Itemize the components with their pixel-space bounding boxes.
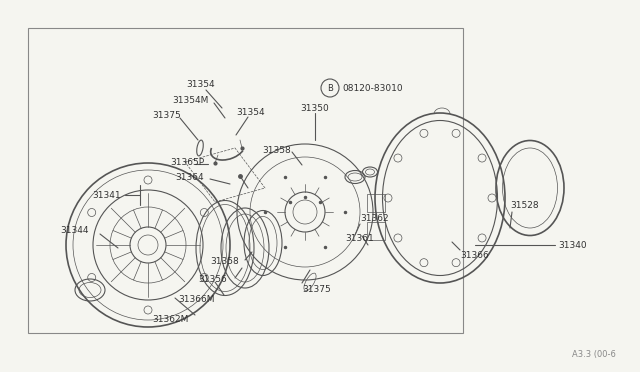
Text: B: B (327, 83, 333, 93)
Text: 31344: 31344 (60, 225, 88, 234)
Text: 08120-83010: 08120-83010 (342, 83, 403, 93)
Text: 31356: 31356 (198, 276, 227, 285)
Text: 31362: 31362 (360, 214, 388, 222)
Text: 31361: 31361 (345, 234, 374, 243)
Text: 31528: 31528 (510, 201, 539, 209)
Text: 31362M: 31362M (152, 315, 188, 324)
Text: 31354: 31354 (236, 108, 264, 116)
Text: 31366: 31366 (460, 250, 489, 260)
Text: 31366M: 31366M (178, 295, 214, 305)
Text: 31350: 31350 (300, 103, 329, 112)
Text: 31365P: 31365P (170, 157, 204, 167)
Text: 31354M: 31354M (172, 96, 209, 105)
Text: 31375: 31375 (302, 285, 331, 295)
Text: 31364: 31364 (175, 173, 204, 182)
Text: 31375: 31375 (152, 110, 180, 119)
Text: 31358: 31358 (262, 145, 291, 154)
Bar (367, 194, 385, 212)
Text: A3.3 (00-6: A3.3 (00-6 (572, 350, 616, 359)
Text: 31340: 31340 (558, 241, 587, 250)
Bar (28, 28, 463, 333)
Text: 31358: 31358 (210, 257, 239, 266)
Bar (367, 222, 385, 240)
Text: 31341: 31341 (92, 190, 120, 199)
Text: 31354: 31354 (186, 80, 214, 89)
